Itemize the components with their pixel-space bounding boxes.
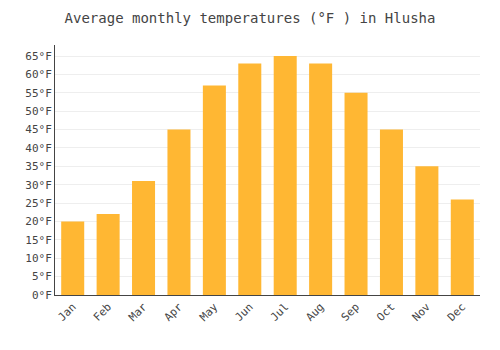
svg-text:35°F: 35°F [25, 160, 52, 173]
svg-text:Feb: Feb [91, 301, 114, 324]
svg-text:Mar: Mar [126, 300, 150, 324]
svg-text:Average monthly temperatures (: Average monthly temperatures (°F ) in Hl… [65, 10, 436, 26]
svg-text:55°F: 55°F [25, 87, 52, 100]
svg-text:60°F: 60°F [25, 68, 52, 81]
svg-text:May: May [197, 300, 221, 324]
svg-text:Apr: Apr [162, 300, 186, 324]
svg-text:Sep: Sep [339, 301, 362, 324]
svg-text:Dec: Dec [445, 301, 468, 324]
svg-text:65°F: 65°F [25, 50, 52, 63]
svg-text:0°F: 0°F [32, 289, 52, 302]
svg-text:Oct: Oct [374, 301, 397, 324]
svg-text:Aug: Aug [303, 301, 326, 324]
svg-text:30°F: 30°F [25, 179, 52, 192]
svg-text:40°F: 40°F [25, 142, 52, 155]
svg-text:10°F: 10°F [25, 252, 52, 265]
svg-text:20°F: 20°F [25, 215, 52, 228]
svg-text:50°F: 50°F [25, 105, 52, 118]
svg-text:5°F: 5°F [32, 270, 52, 283]
svg-text:45°F: 45°F [25, 123, 52, 136]
svg-text:Jul: Jul [268, 301, 291, 324]
svg-text:25°F: 25°F [25, 197, 52, 210]
svg-text:Jan: Jan [55, 301, 78, 324]
svg-text:15°F: 15°F [25, 234, 52, 247]
svg-text:Nov: Nov [410, 300, 434, 324]
svg-text:Jun: Jun [233, 301, 256, 324]
